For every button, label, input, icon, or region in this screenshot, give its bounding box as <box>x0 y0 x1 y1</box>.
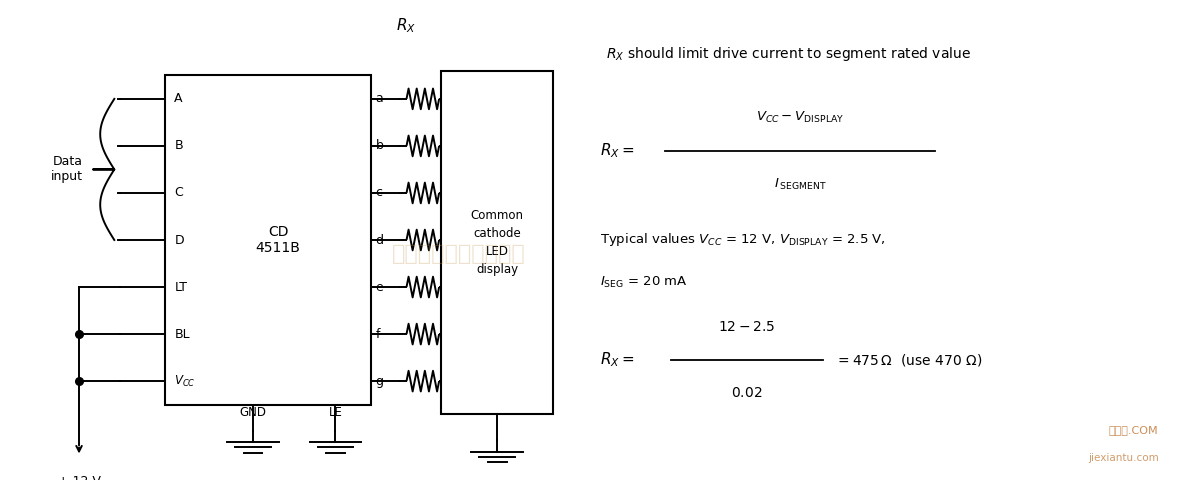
Text: 接线图.COM: 接线图.COM <box>1109 425 1159 435</box>
Text: $= 475\,\Omega$  (use 470 $\Omega$): $= 475\,\Omega$ (use 470 $\Omega$) <box>835 352 983 368</box>
Text: C: C <box>174 186 184 200</box>
Text: D: D <box>174 233 184 247</box>
Text: jiexiantu.com: jiexiantu.com <box>1088 454 1159 464</box>
Text: e: e <box>376 280 383 294</box>
Text: $V_{CC}$: $V_{CC}$ <box>174 373 196 389</box>
Text: $R_X =$: $R_X =$ <box>600 141 635 160</box>
Text: Typical values $V_{CC}$ = 12 V, $V_{\mathrm{DISPLAY}}$ = 2.5 V,: Typical values $V_{CC}$ = 12 V, $V_{\mat… <box>600 231 886 249</box>
Text: $R_X$ should limit drive current to segment rated value: $R_X$ should limit drive current to segm… <box>606 45 971 63</box>
Text: d: d <box>376 233 383 247</box>
Text: $0.02$: $0.02$ <box>731 386 763 400</box>
Text: $I_{\,\mathrm{SEGMENT}}$: $I_{\,\mathrm{SEGMENT}}$ <box>774 177 827 192</box>
Text: LT: LT <box>174 280 187 294</box>
Text: $I_{\mathrm{SEG}}$ = 20 mA: $I_{\mathrm{SEG}}$ = 20 mA <box>600 275 688 290</box>
Text: c: c <box>376 186 383 200</box>
Text: Data
input: Data input <box>52 156 83 183</box>
Text: BL: BL <box>174 327 190 341</box>
Text: $V_{CC} - V_{\mathrm{DISPLAY}}$: $V_{CC} - V_{\mathrm{DISPLAY}}$ <box>756 109 844 125</box>
Text: A: A <box>174 92 182 106</box>
Text: GND: GND <box>240 406 266 419</box>
Bar <box>164 75 371 405</box>
Text: Common
cathode
LED
display: Common cathode LED display <box>470 209 523 276</box>
Bar <box>442 71 553 414</box>
Text: CD
4511B: CD 4511B <box>256 225 300 255</box>
Text: $R_X =$: $R_X =$ <box>600 350 635 369</box>
Text: $12 - 2.5$: $12 - 2.5$ <box>719 320 775 334</box>
Text: g: g <box>376 374 383 388</box>
Text: $R_X$: $R_X$ <box>396 17 416 36</box>
Text: B: B <box>174 139 182 153</box>
Text: 杭州将睿科技有限公司: 杭州将睿科技有限公司 <box>392 244 526 264</box>
Text: + 12 V: + 12 V <box>58 475 101 480</box>
Text: f: f <box>376 327 380 341</box>
Text: a: a <box>376 92 383 106</box>
Text: b: b <box>376 139 383 153</box>
Text: LE: LE <box>329 406 342 419</box>
